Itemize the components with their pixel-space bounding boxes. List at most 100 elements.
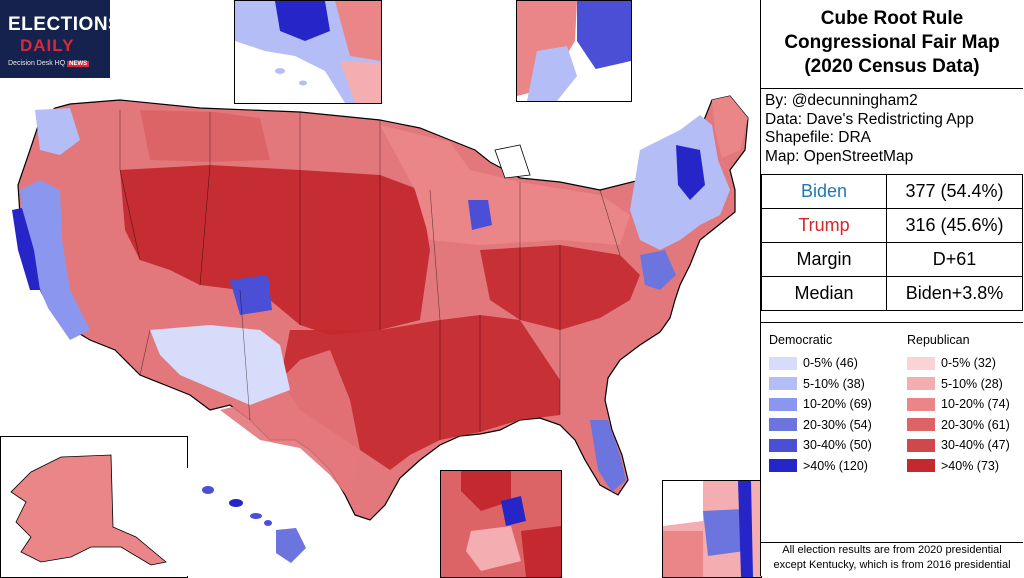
rep-legend-swatch bbox=[907, 438, 935, 452]
rep-legend-swatch bbox=[907, 418, 935, 432]
title-box: Cube Root Rule Congressional Fair Map (2… bbox=[761, 0, 1023, 89]
maine-region bbox=[712, 96, 748, 158]
state-borders bbox=[119, 110, 621, 440]
results-row-biden: Biden 377 (54.4%) bbox=[761, 174, 1023, 209]
trump-label: Trump bbox=[761, 208, 887, 243]
new-england-region bbox=[676, 145, 705, 200]
footnote: All election results are from 2020 presi… bbox=[761, 542, 1023, 577]
title-line-3: (2020 Census Data) bbox=[804, 56, 980, 77]
logo-subtitle: Decision Desk HQ bbox=[8, 60, 66, 67]
mid-atlantic-region bbox=[640, 250, 676, 290]
texas-region bbox=[220, 350, 360, 500]
credit-map: Map: OpenStreetMap bbox=[765, 147, 914, 165]
rep-legend-swatch bbox=[907, 377, 935, 391]
hawaii-islands bbox=[202, 486, 306, 563]
biden-label: Biden bbox=[761, 174, 887, 209]
rep-legend-row: 0-5% (32) bbox=[907, 353, 1010, 374]
legend-republican: Republican 0-5% (32) 5-10% (28) 10-20% (74… bbox=[907, 333, 1010, 476]
alaska-shape bbox=[10, 454, 167, 566]
rep-legend-swatch bbox=[907, 356, 935, 370]
results-table: Biden 377 (54.4%) Trump 316 (45.6%) Marg… bbox=[761, 174, 1023, 311]
dem-legend-label: >40% (120) bbox=[803, 458, 868, 473]
footnote-line-2: except Kentucky, which is from 2016 pres… bbox=[773, 559, 1011, 571]
legend-rep-title: Republican bbox=[907, 333, 970, 347]
houston-inset bbox=[440, 470, 562, 578]
logo-line-1: ELECTIONS bbox=[8, 14, 122, 35]
rep-legend-row: 30-40% (47) bbox=[907, 435, 1010, 456]
dem-legend-row: 0-5% (46) bbox=[769, 353, 872, 374]
footnote-line-1: All election results are from 2020 presi… bbox=[782, 544, 1002, 556]
dem-legend-swatch bbox=[769, 438, 797, 452]
results-row-trump: Trump 316 (45.6%) bbox=[761, 208, 1023, 243]
southwest-region bbox=[150, 325, 290, 405]
results-row-margin: Margin D+61 bbox=[761, 242, 1023, 277]
colorado-metro-region bbox=[230, 275, 272, 315]
logo-line-2: DAILY bbox=[20, 36, 75, 55]
rep-legend-swatch bbox=[907, 459, 935, 473]
houston-inset-map bbox=[441, 471, 561, 577]
trump-value: 316 (45.6%) bbox=[886, 208, 1023, 243]
legend-democratic: Democratic 0-5% (46) 5-10% (38) 10-20% (69… bbox=[769, 333, 872, 476]
mountain-west-region bbox=[140, 110, 270, 162]
west-coast-region bbox=[20, 180, 90, 340]
dem-legend-row: 20-30% (54) bbox=[769, 415, 872, 436]
new-york-inset bbox=[516, 0, 632, 102]
miami-inset bbox=[662, 480, 762, 578]
legend: Democratic 0-5% (46) 5-10% (38) 10-20% (69… bbox=[761, 322, 1023, 543]
rep-legend-row: >40% (73) bbox=[907, 456, 1010, 477]
title-line-2: Congressional Fair Map bbox=[784, 32, 1000, 53]
dem-legend-row: 30-40% (50) bbox=[769, 435, 872, 456]
rep-legend-label: 10-20% (74) bbox=[941, 397, 1010, 412]
margin-label: Margin bbox=[761, 242, 887, 277]
pacific-northwest-region bbox=[35, 108, 80, 155]
rep-legend-swatch bbox=[907, 397, 935, 411]
dem-legend-swatch bbox=[769, 418, 797, 432]
los-angeles-inset bbox=[234, 0, 382, 104]
legend-rep-rows: 0-5% (32) 5-10% (28) 10-20% (74) 20-30% (61… bbox=[907, 353, 1010, 476]
dem-legend-label: 0-5% (46) bbox=[803, 356, 858, 371]
rep-legend-row: 20-30% (61) bbox=[907, 415, 1010, 436]
midwest-region bbox=[380, 125, 630, 245]
dem-legend-label: 30-40% (50) bbox=[803, 438, 872, 453]
margin-value: D+61 bbox=[886, 242, 1023, 277]
new-york-inset-map bbox=[517, 1, 631, 101]
dem-legend-row: 10-20% (69) bbox=[769, 394, 872, 415]
hawaii-inset bbox=[186, 468, 321, 576]
florida-region bbox=[590, 420, 626, 492]
rep-legend-label: 30-40% (47) bbox=[941, 438, 1010, 453]
bay-area-region bbox=[12, 208, 40, 290]
rep-legend-row: 5-10% (28) bbox=[907, 374, 1010, 395]
miami-inset-map bbox=[663, 481, 761, 577]
legend-dem-title: Democratic bbox=[769, 333, 833, 347]
credit-data: Data: Dave's Redistricting App bbox=[765, 110, 974, 128]
great-lakes-water bbox=[494, 144, 531, 179]
great-plains-region bbox=[120, 165, 430, 335]
info-panel: Cube Root Rule Congressional Fair Map (2… bbox=[760, 0, 1024, 576]
alaska-inset bbox=[0, 436, 188, 578]
credit-by: By: @decunningham2 bbox=[765, 92, 918, 109]
results-row-median: Median Biden+3.8% bbox=[761, 276, 1023, 311]
dem-legend-swatch bbox=[769, 377, 797, 391]
credit-shapefile: Shapefile: DRA bbox=[765, 129, 871, 146]
dem-legend-row: 5-10% (38) bbox=[769, 374, 872, 395]
rep-legend-label: >40% (73) bbox=[941, 458, 1000, 473]
credits: By: @decunningham2 Data: Dave's Redistri… bbox=[765, 92, 974, 166]
elections-daily-logo: ELECTIONS DAILY Decision Desk HQ NEWS bbox=[0, 0, 121, 78]
map-area: ELECTIONS DAILY Decision Desk HQ NEWS bbox=[0, 0, 762, 578]
dem-legend-swatch bbox=[769, 397, 797, 411]
legend-dem-rows: 0-5% (46) 5-10% (38) 10-20% (69) 20-30% (54… bbox=[769, 353, 872, 476]
median-value: Biden+3.8% bbox=[886, 276, 1023, 311]
rep-legend-row: 10-20% (74) bbox=[907, 394, 1010, 415]
dem-legend-label: 10-20% (69) bbox=[803, 397, 872, 412]
title-line-1: Cube Root Rule bbox=[820, 8, 964, 29]
dem-legend-swatch bbox=[769, 356, 797, 370]
biden-value: 377 (54.4%) bbox=[886, 174, 1023, 209]
chicago-metro-region bbox=[468, 200, 492, 230]
rep-legend-label: 0-5% (32) bbox=[941, 356, 996, 371]
dem-legend-label: 20-30% (54) bbox=[803, 417, 872, 432]
us-congressional-map bbox=[12, 95, 749, 521]
rep-legend-label: 20-30% (61) bbox=[941, 417, 1010, 432]
dem-legend-swatch bbox=[769, 459, 797, 473]
los-angeles-inset-map bbox=[235, 1, 381, 103]
